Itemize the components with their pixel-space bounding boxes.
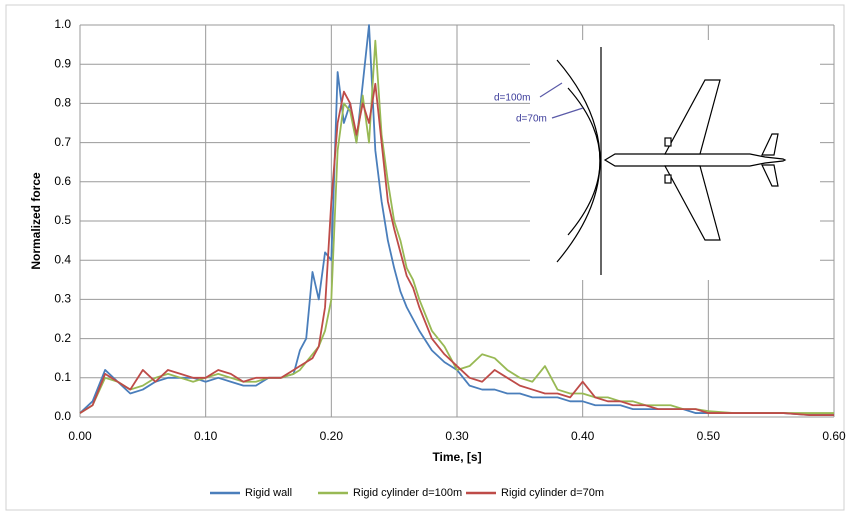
annotation: d=100m: [494, 93, 530, 104]
y-tick-label: 0.0: [54, 409, 71, 423]
y-tick-label: 0.6: [54, 174, 71, 188]
x-tick-label: 0.00: [68, 429, 92, 443]
y-tick-label: 0.8: [54, 96, 71, 110]
y-tick-label: 0.3: [54, 292, 71, 306]
series-line: [79, 82, 834, 416]
y-tick-label: 0.7: [54, 135, 71, 149]
y-tick-label: 0.9: [54, 56, 71, 70]
x-tick-label: 0.10: [194, 429, 218, 443]
legend-label: Rigid cylinder d=100m: [353, 487, 462, 499]
x-axis-title: Time, [s]: [432, 450, 481, 464]
y-tick-label: 0.2: [54, 331, 71, 345]
y-tick-label: 0.1: [54, 370, 71, 384]
x-tick-label: 0.40: [571, 429, 595, 443]
x-tick-label: 0.20: [320, 429, 344, 443]
y-tick-label: 0.5: [54, 213, 71, 227]
x-tick-label: 0.30: [445, 429, 469, 443]
inset-diagram: [530, 40, 820, 280]
annotation: d=70m: [516, 114, 547, 125]
legend-label: Rigid cylinder d=70m: [501, 487, 604, 499]
y-axis-title: Normalized force: [29, 172, 43, 270]
y-tick-label: 1.0: [54, 17, 71, 31]
series-line: [79, 39, 834, 414]
legend-label: Rigid wall: [245, 487, 292, 499]
x-tick-label: 0.50: [697, 429, 721, 443]
series-line: [79, 24, 834, 416]
y-tick-label: 0.4: [54, 252, 71, 266]
x-tick-label: 0.60: [822, 429, 846, 443]
